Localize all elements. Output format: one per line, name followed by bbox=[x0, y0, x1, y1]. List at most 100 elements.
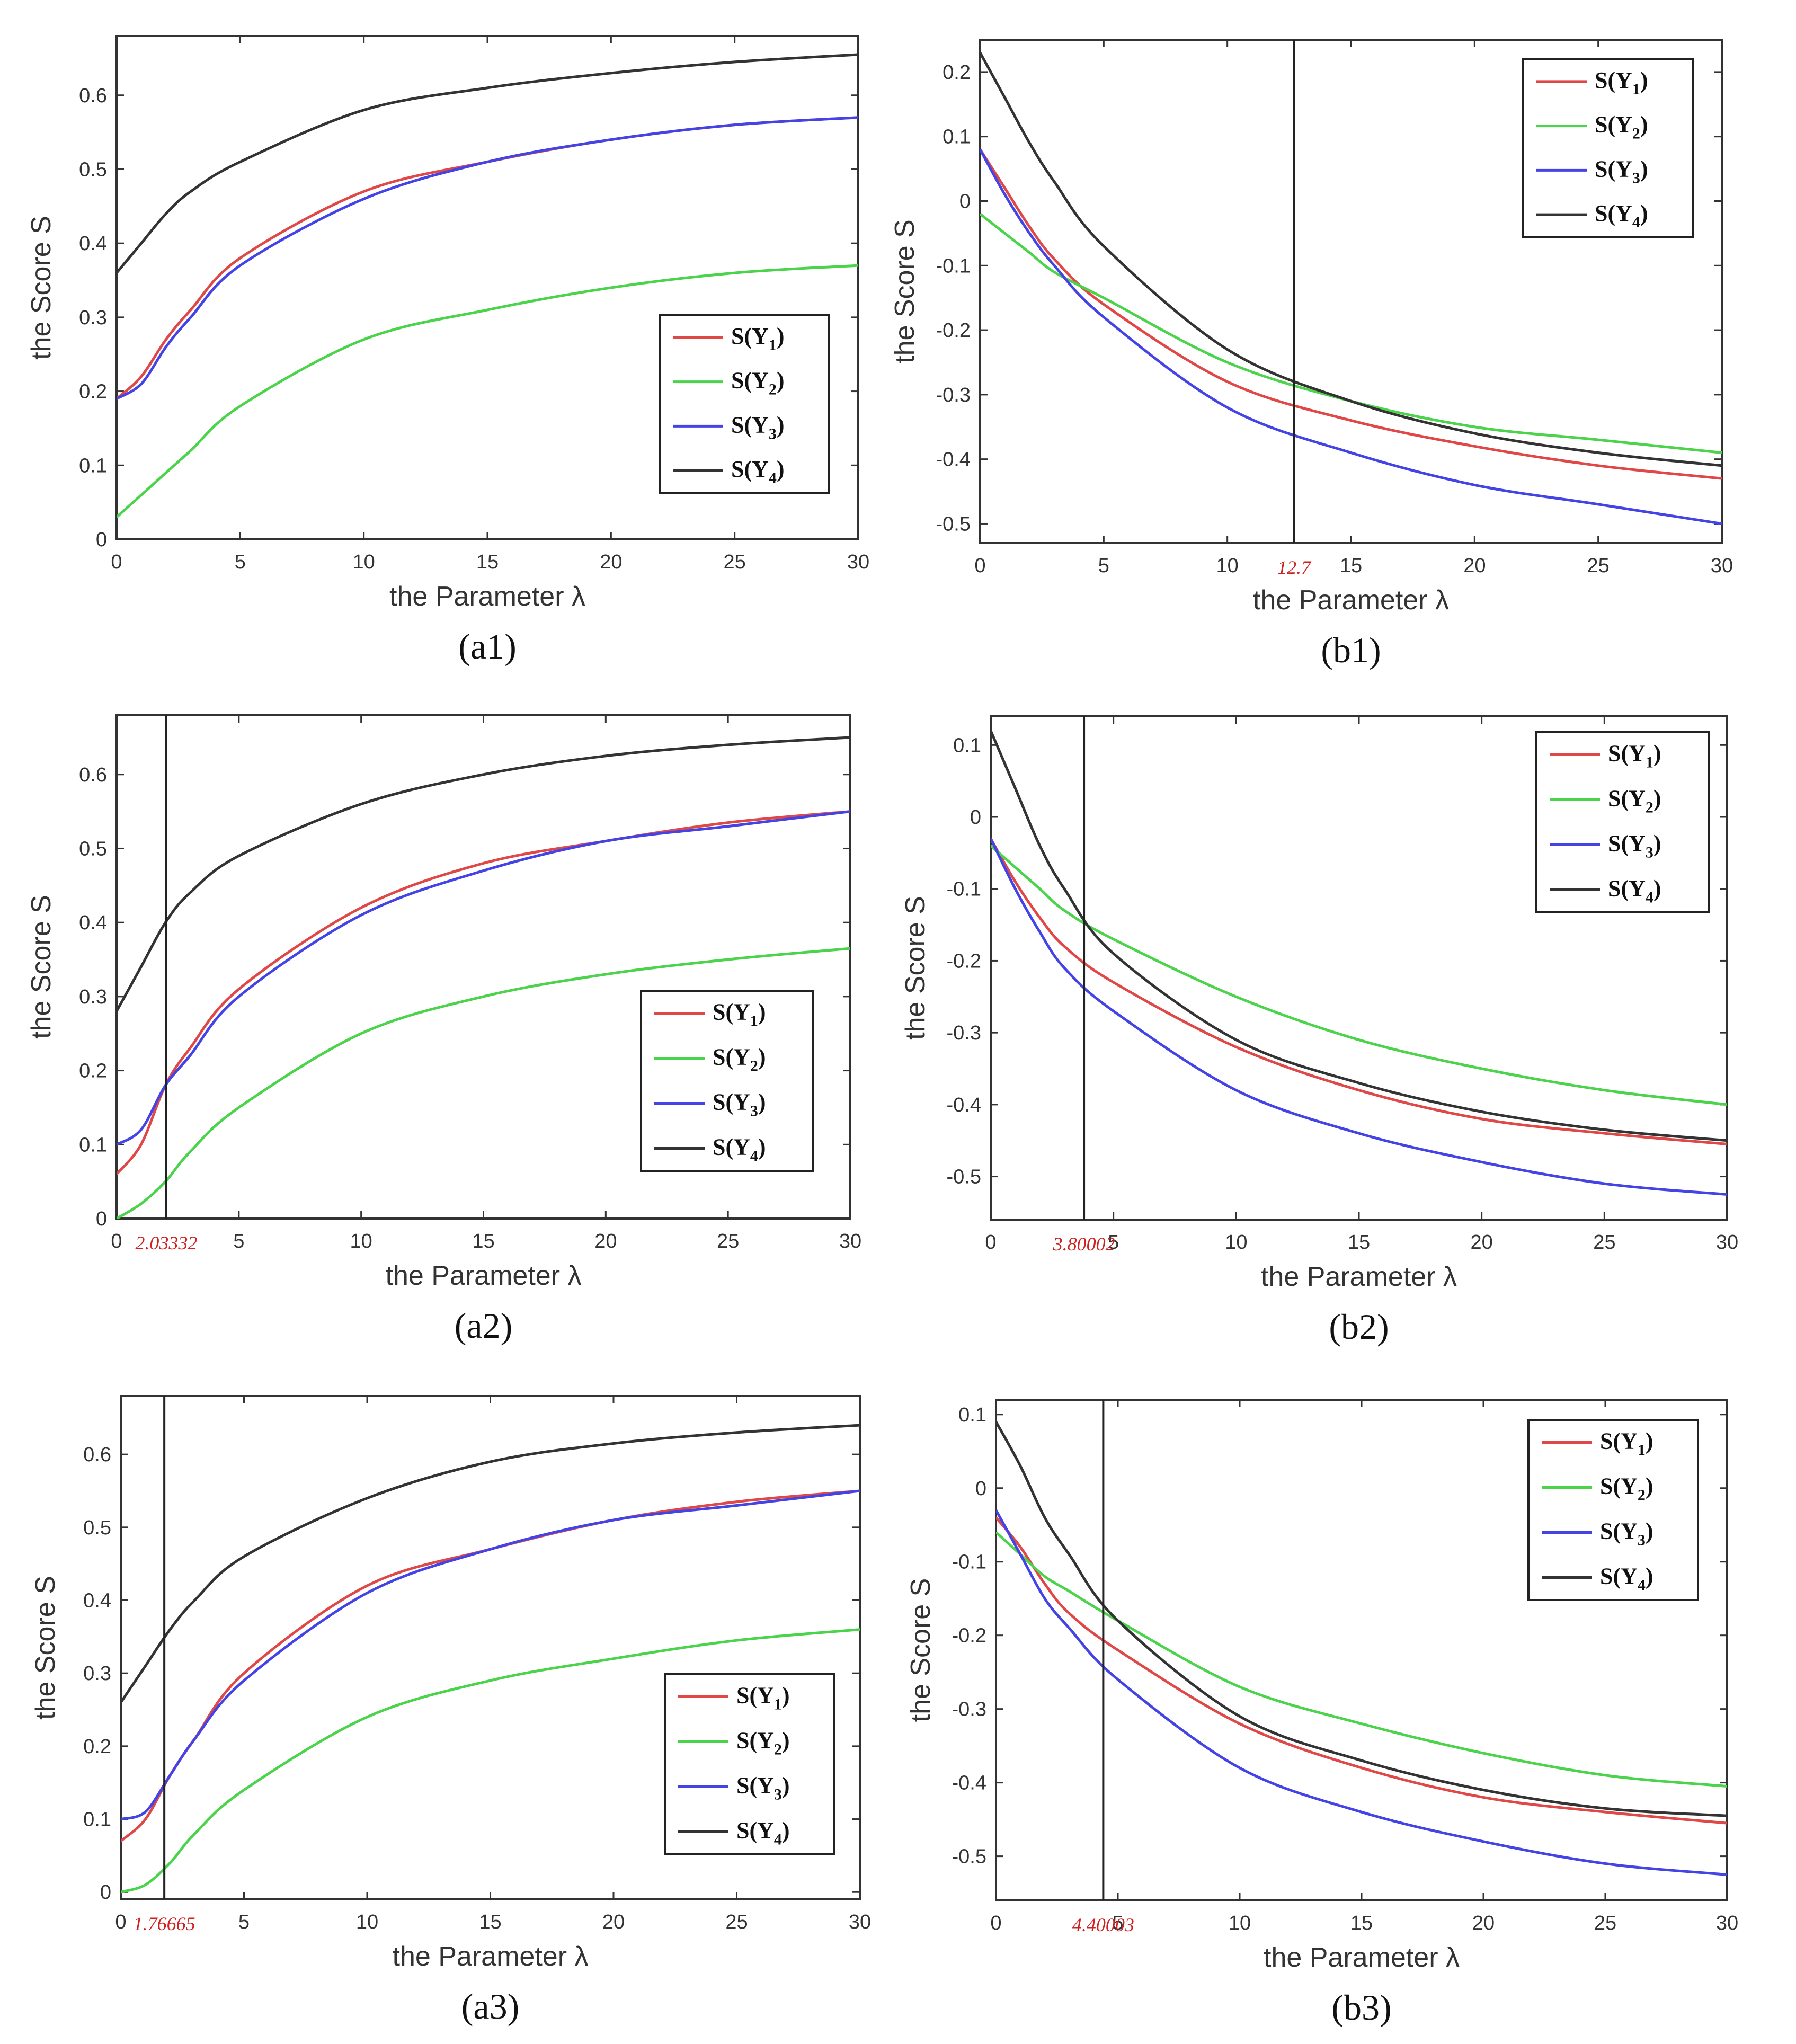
legend-box bbox=[1527, 1419, 1699, 1601]
x-tick-label: 0 bbox=[111, 1230, 122, 1252]
y-tick-label: 0.1 bbox=[79, 1134, 107, 1156]
x-axis-label: the Parameter λ bbox=[386, 1260, 582, 1291]
series-line-sy3 bbox=[980, 148, 1722, 525]
x-tick-label: 10 bbox=[1225, 1231, 1247, 1254]
legend-box bbox=[1522, 58, 1694, 238]
y-tick-label: 0.6 bbox=[79, 85, 107, 107]
x-tick-label: 15 bbox=[479, 1911, 501, 1933]
y-axis-label: the Score S bbox=[26, 216, 57, 360]
series-line-sy2 bbox=[996, 1531, 1727, 1788]
y-tick-label: 0.4 bbox=[83, 1590, 111, 1612]
y-tick-label: -0.5 bbox=[936, 513, 971, 535]
x-tick-label: 25 bbox=[1587, 555, 1610, 577]
series-line-sy1 bbox=[996, 1516, 1727, 1825]
chart-4: 0 5 10 15 20 25 30 -0.5 -0.4 -0.3 -0.2 -0.1 0 0.1 the … bbox=[900, 715, 1738, 1347]
legend-entry: S(Y4) bbox=[1595, 200, 1648, 231]
series-line-sy4 bbox=[991, 730, 1727, 1142]
x-axis-label: the Parameter λ bbox=[393, 1941, 589, 1972]
y-tick-label: 0.5 bbox=[79, 158, 107, 181]
y-axis-label: the Score S bbox=[26, 895, 57, 1039]
legend-entry: S(Y1) bbox=[713, 999, 766, 1030]
y-tick-label: 0.2 bbox=[943, 61, 971, 84]
chart-3: 0 5 10 15 20 25 30 0 0.1 0.2 0.3 0.4 0.5 0.6 the Param… bbox=[26, 714, 861, 1346]
y-tick-label: 0 bbox=[100, 1881, 111, 1904]
y-axis-label: the Score S bbox=[900, 896, 931, 1040]
series-line-sy3 bbox=[991, 838, 1727, 1196]
panel-label: (a3) bbox=[461, 1986, 519, 2027]
y-tick-label: -0.1 bbox=[947, 878, 981, 901]
legend-box bbox=[664, 1673, 835, 1855]
y-axis-label: the Score S bbox=[905, 1578, 936, 1722]
x-tick-label: 5 bbox=[1112, 1912, 1123, 1934]
y-tick-label: 0.2 bbox=[79, 1060, 107, 1082]
x-tick-label: 5 bbox=[1108, 1231, 1119, 1254]
y-tick-label: 0.6 bbox=[79, 764, 107, 786]
x-tick-label: 15 bbox=[1348, 1231, 1370, 1254]
legend-entry: S(Y4) bbox=[1600, 1563, 1653, 1594]
series-line-sy3 bbox=[121, 1489, 860, 1821]
chart-2: 0 5 10 15 20 25 30 -0.5 -0.4 -0.3 -0.2 -0.1 0 0.1 0.2 t… bbox=[890, 39, 1733, 670]
legend-entry: S(Y3) bbox=[713, 1089, 766, 1120]
y-tick-label: -0.4 bbox=[936, 449, 971, 471]
x-tick-label: 30 bbox=[847, 551, 869, 573]
y-tick-label: -0.4 bbox=[952, 1772, 986, 1794]
panel-label: (a1) bbox=[458, 626, 516, 666]
y-tick-label: 0.1 bbox=[958, 1404, 986, 1426]
y-tick-label: 0.5 bbox=[79, 838, 107, 860]
legend: S(Y1) S(Y2) S(Y3) S(Y4) bbox=[1535, 731, 1710, 913]
x-tick-label: 25 bbox=[717, 1230, 739, 1252]
x-tick-label: 5 bbox=[238, 1911, 250, 1933]
series-line-sy2 bbox=[980, 212, 1722, 454]
x-tick-label: 15 bbox=[472, 1230, 494, 1252]
series-line-sy2 bbox=[117, 947, 850, 1219]
x-tick-label: 0 bbox=[111, 551, 122, 573]
legend-entry: S(Y1) bbox=[1608, 741, 1661, 771]
x-tick-label: 20 bbox=[1471, 1231, 1493, 1254]
series-line-sy2 bbox=[991, 845, 1727, 1106]
x-tick-label: 0 bbox=[985, 1231, 996, 1254]
y-tick-label: -0.2 bbox=[947, 950, 981, 972]
x-tick-label: 20 bbox=[600, 551, 622, 573]
legend-entry: S(Y3) bbox=[1608, 831, 1661, 861]
x-tick-label: 20 bbox=[1463, 555, 1486, 577]
series-line-sy2 bbox=[117, 264, 858, 518]
panel-label: (a2) bbox=[455, 1305, 512, 1346]
y-tick-label: 0 bbox=[96, 529, 107, 551]
x-tick-label: 10 bbox=[1216, 555, 1239, 577]
marker-label: 4.40003 bbox=[1072, 1914, 1134, 1935]
legend: S(Y1) S(Y2) S(Y3) S(Y4) bbox=[659, 314, 830, 494]
x-tick-label: 30 bbox=[839, 1230, 861, 1252]
legend-entry: S(Y2) bbox=[1595, 112, 1648, 143]
legend-entry: S(Y1) bbox=[1595, 67, 1648, 98]
legend-entry: S(Y3) bbox=[731, 412, 785, 442]
y-tick-label: 0.3 bbox=[79, 986, 107, 1008]
x-tick-label: 30 bbox=[849, 1911, 871, 1933]
y-axis-label: the Score S bbox=[890, 219, 920, 363]
panel-label: (b3) bbox=[1331, 1987, 1391, 2028]
legend-entry: S(Y1) bbox=[736, 1683, 790, 1713]
legend-entry: S(Y2) bbox=[736, 1728, 790, 1758]
y-tick-label: 0 bbox=[975, 1478, 986, 1500]
x-tick-label: 0 bbox=[115, 1911, 126, 1933]
series-line-sy1 bbox=[991, 838, 1727, 1145]
y-tick-label: 0.6 bbox=[83, 1444, 111, 1466]
legend-box bbox=[659, 314, 830, 494]
legend-entry: S(Y3) bbox=[1600, 1518, 1653, 1549]
y-tick-label: -0.1 bbox=[952, 1551, 986, 1574]
y-tick-label: -0.4 bbox=[947, 1094, 981, 1116]
y-tick-label: 0 bbox=[959, 190, 971, 212]
y-tick-label: 0.2 bbox=[79, 381, 107, 403]
x-tick-label: 10 bbox=[350, 1230, 372, 1252]
y-tick-label: 0.1 bbox=[79, 455, 107, 477]
x-axis-label: the Parameter λ bbox=[1264, 1942, 1460, 1973]
x-tick-label: 20 bbox=[594, 1230, 617, 1252]
x-tick-label: 25 bbox=[1593, 1231, 1615, 1254]
y-tick-label: -0.3 bbox=[952, 1699, 986, 1721]
marker-label: 12.7 bbox=[1277, 557, 1312, 578]
marker-label: 1.76665 bbox=[134, 1913, 195, 1934]
x-tick-label: 10 bbox=[1229, 1912, 1251, 1934]
x-tick-label: 15 bbox=[476, 551, 499, 573]
series-line-sy4 bbox=[996, 1421, 1727, 1817]
series-line-sy2 bbox=[121, 1628, 860, 1894]
legend: S(Y1) S(Y2) S(Y3) S(Y4) bbox=[664, 1673, 835, 1855]
